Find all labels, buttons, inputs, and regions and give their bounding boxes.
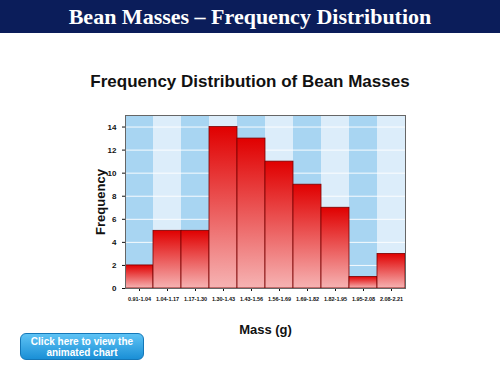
- html-text:Click here to view the animate: Click here to view the animated chart: [30, 335, 134, 358]
- svg-text:6: 6: [112, 215, 117, 224]
- svg-text:1.17-1.30: 1.17-1.30: [184, 296, 207, 302]
- svg-text:1.56-1.69: 1.56-1.69: [268, 296, 291, 302]
- html-text:Bean Masses – Frequency Distri: Bean Masses – Frequency Distribution: [68, 4, 432, 29]
- svg-text:1.04-1.17: 1.04-1.17: [156, 296, 179, 302]
- svg-text:2.08-2.21: 2.08-2.21: [380, 296, 403, 302]
- svg-text:2: 2: [112, 261, 117, 270]
- svg-text:0.91-1.04: 0.91-1.04: [128, 296, 152, 302]
- svg-text:Frequency: Frequency: [93, 168, 108, 235]
- svg-text:10: 10: [108, 169, 117, 178]
- svg-text:1.95-2.08: 1.95-2.08: [352, 296, 375, 302]
- svg-text:1.69-1.82: 1.69-1.82: [296, 296, 319, 302]
- svg-text:1.82-1.95: 1.82-1.95: [324, 296, 347, 302]
- svg-text:1.30-1.43: 1.30-1.43: [212, 296, 235, 302]
- svg-text:14: 14: [108, 123, 117, 132]
- svg-text:Mass (g): Mass (g): [239, 322, 292, 337]
- html-text:Frequency Distribution of Bean: Frequency Distribution of Bean Masses: [90, 72, 410, 91]
- svg-text:1.43-1.56: 1.43-1.56: [240, 296, 263, 302]
- svg-text:4: 4: [112, 238, 117, 247]
- svg-text:8: 8: [112, 192, 117, 201]
- svg-text:12: 12: [108, 146, 117, 155]
- svg-text:0: 0: [112, 284, 117, 293]
